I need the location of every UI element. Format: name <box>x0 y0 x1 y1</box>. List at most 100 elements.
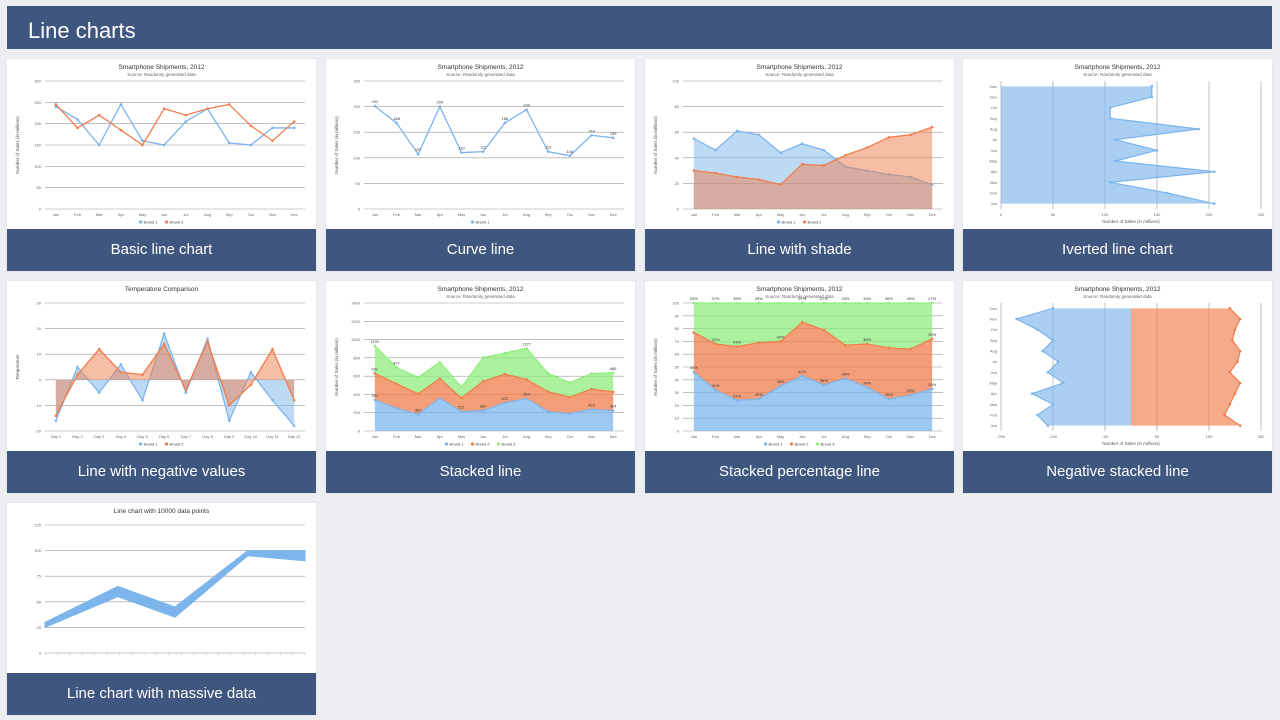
chart-card[interactable]: Smartphone Shipments, 2012 Source: Random… <box>645 281 954 493</box>
data-point <box>184 120 188 123</box>
y-tick-label: Dec <box>990 306 997 311</box>
x-tick-label: 250 <box>1258 212 1265 217</box>
data-point <box>97 143 101 147</box>
legend-label: Brand 2 <box>808 220 823 225</box>
card-caption[interactable]: Stacked line <box>326 451 635 493</box>
y-tick-label: 50 <box>356 181 361 186</box>
data-point <box>292 120 296 123</box>
chart-card[interactable]: Temperature Comparison -20 -10 0 10 20 30 Tempe… <box>7 281 316 493</box>
chart-title: Smartphone Shipments, 2012 <box>438 64 524 71</box>
x-tick-label: Mar <box>415 434 423 439</box>
data-point <box>206 340 209 343</box>
y-tick-label: 1400 <box>351 301 361 306</box>
x-tick-label: Apr <box>118 212 125 217</box>
y-axis-label: Number of Sales (in millions) <box>653 338 658 396</box>
data-point <box>865 301 869 305</box>
x-tick-label: Dec <box>610 434 617 439</box>
data-point <box>395 407 398 410</box>
data-point <box>271 398 274 402</box>
data-point <box>1238 424 1242 427</box>
x-tick-label: Jun <box>799 212 805 217</box>
card-caption[interactable]: Line chart with massive data <box>7 673 316 715</box>
data-point <box>438 377 442 380</box>
data-label: 36% <box>776 379 784 384</box>
data-point <box>568 412 572 415</box>
card-caption[interactable]: Basic line chart <box>7 229 316 271</box>
y-tick-label: 50 <box>37 599 42 604</box>
x-tick-label: Jan <box>691 434 697 439</box>
data-label: 631 <box>371 366 378 371</box>
legend-marker <box>470 220 475 224</box>
chart-thumbnail: Line chart with 10000 data points 0 25 50 75… <box>34 508 306 656</box>
y-tick-label: Jan <box>991 201 997 206</box>
y-tick-label: Aug <box>990 349 997 354</box>
y-tick-label: 600 <box>353 374 360 379</box>
data-point <box>692 169 696 172</box>
legend-marker <box>138 220 143 224</box>
chart-subtitle: Source: Randomly generated data <box>1083 294 1152 299</box>
chart-card[interactable]: Smartphone Shipments, 2012 Source: Random… <box>963 59 1272 271</box>
data-point <box>141 143 144 147</box>
y-tick-label: Jun <box>991 370 997 375</box>
data-point <box>887 301 891 305</box>
data-point <box>525 347 528 350</box>
data-point <box>546 150 550 153</box>
chart-subtitle: Source: Randomly generated data <box>446 294 515 299</box>
y-tick-label: 100 <box>34 548 41 553</box>
data-point <box>1238 349 1242 353</box>
card-caption[interactable]: Negative stacked line <box>963 451 1272 493</box>
series-area <box>374 345 614 398</box>
series-area <box>693 303 933 350</box>
card-caption[interactable]: Line with negative values <box>7 451 316 493</box>
data-point <box>735 398 739 402</box>
chart-card[interactable]: Smartphone Shipments, 2012 Source: Random… <box>326 281 635 493</box>
y-tick-label: Sep <box>990 338 998 343</box>
legend-label: Brand 3 <box>502 442 517 447</box>
data-point <box>779 340 782 343</box>
x-tick-label: Mar <box>734 434 742 439</box>
series-area <box>1016 308 1131 426</box>
data-point <box>1231 339 1234 342</box>
data-label: 201 <box>371 99 378 104</box>
chart-card[interactable]: Line chart with 10000 data points 0 25 50 75… <box>7 503 316 715</box>
data-point <box>227 103 231 106</box>
card-caption[interactable]: Stacked percentage line <box>645 451 954 493</box>
x-tick-label: Day 12 <box>288 434 301 439</box>
chart-card[interactable]: Smartphone Shipments, 2012 Source: Random… <box>326 59 635 271</box>
y-tick-label: 0 <box>39 377 42 382</box>
series-band <box>44 550 306 629</box>
legend-label: Brand 1 <box>450 442 465 447</box>
data-point <box>395 366 398 369</box>
data-point <box>249 370 253 374</box>
card-caption[interactable]: Iverted line chart <box>963 229 1272 271</box>
data-point <box>227 141 231 145</box>
chart-card[interactable]: Smartphone Shipments, 2012 Source: Random… <box>963 281 1272 493</box>
x-tick-label: 50 <box>1051 212 1056 217</box>
chart-card[interactable]: Smartphone Shipments, 2012 Source: Random… <box>645 59 954 271</box>
y-tick-label: 10 <box>675 416 680 421</box>
series-area <box>693 127 933 209</box>
y-tick-label: Sep <box>990 116 998 121</box>
chart-card[interactable]: Smartphone Shipments, 2012 Source: Random… <box>7 59 316 271</box>
legend-marker <box>802 220 807 224</box>
chart-title: Smartphone Shipments, 2012 <box>438 286 524 293</box>
data-label: 30% <box>885 296 893 301</box>
data-point <box>568 154 572 158</box>
data-point <box>227 404 231 407</box>
x-tick-label: Feb <box>74 212 82 217</box>
data-label: 110 <box>458 146 465 151</box>
card-caption[interactable]: Curve line <box>326 229 635 271</box>
data-point <box>909 347 912 351</box>
y-tick-label: 50 <box>675 365 680 370</box>
data-point <box>844 153 847 157</box>
card-caption[interactable]: Line with shade <box>645 229 954 271</box>
x-tick-label: Apr <box>437 434 444 439</box>
data-point <box>206 337 209 341</box>
data-point <box>568 395 572 399</box>
data-point <box>735 301 739 305</box>
chart-subtitle: Source: Randomly generated data <box>1083 72 1152 77</box>
